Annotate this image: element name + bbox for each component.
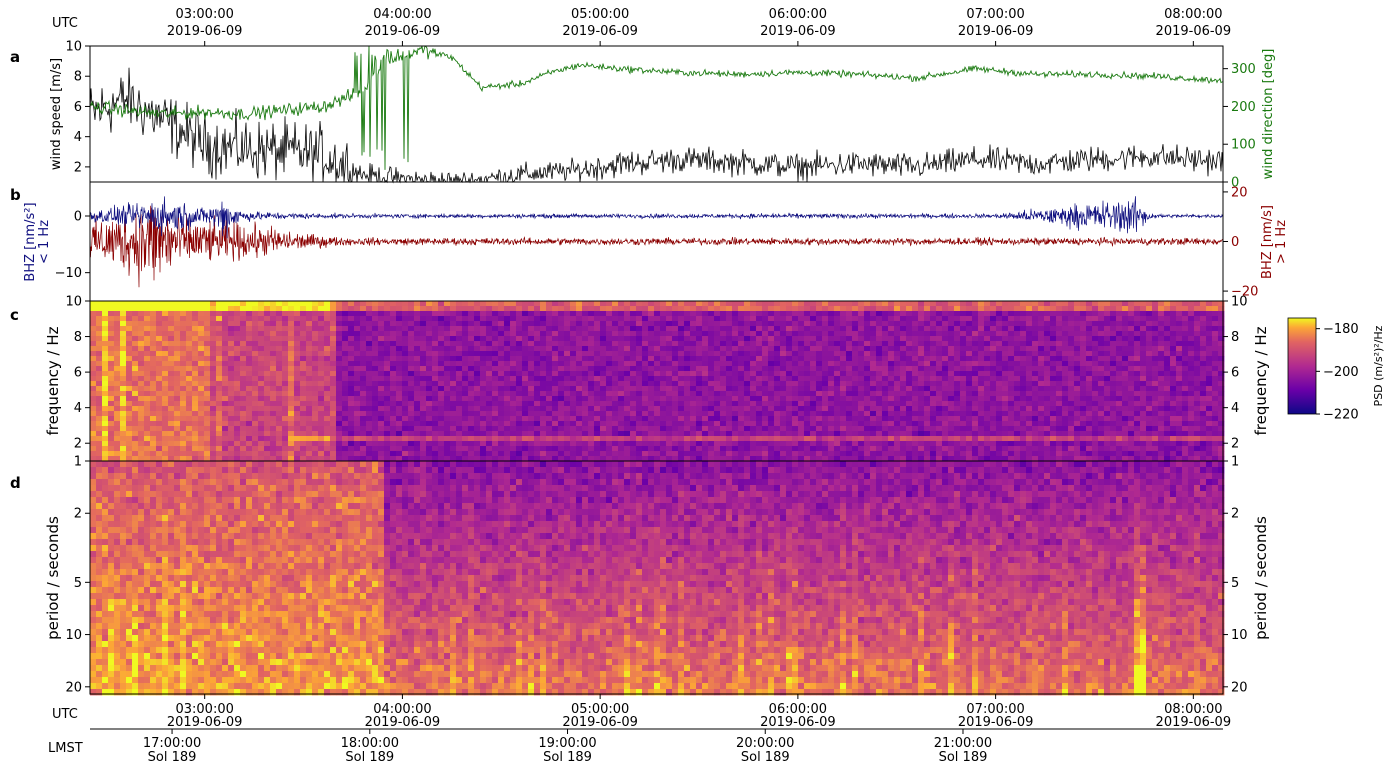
y-tick-label: 8	[74, 330, 82, 345]
lmst-tick-sol: Sol 189	[148, 750, 197, 765]
utc-bottom-ticks: 03:00:002019-06-0904:00:002019-06-0905:0…	[167, 694, 1231, 730]
colorbar-tick-label: −200	[1323, 365, 1359, 380]
y-tick-label: 10	[1231, 628, 1248, 643]
y-tick-label: 0	[74, 210, 82, 225]
utc-top-tick-date: 2019-06-09	[562, 24, 638, 39]
utc-bottom-tick-date: 2019-06-09	[562, 715, 638, 730]
y-tick-label: 8	[1231, 330, 1239, 345]
utc-top-tick-date: 2019-06-09	[365, 24, 441, 39]
y-tick-label: 10	[65, 628, 82, 643]
panel-c-spectrogram: c 2 4 6 8 10 2 4 6 8 10 frequency / Hz frequency…	[10, 295, 1270, 462]
y-tick-label: 6	[74, 366, 82, 381]
y-tick-label: 10	[65, 40, 82, 55]
utc-top-tick-time: 04:00:00	[373, 7, 431, 22]
lmst-tick-time: 18:00:00	[341, 736, 399, 751]
utc-top-tick-time: 05:00:00	[571, 7, 629, 22]
utc-top-tick-date: 2019-06-09	[167, 24, 243, 39]
utc-bottom-tick-date: 2019-06-09	[365, 715, 441, 730]
utc-top-ticks: 03:00:00 2019-06-09 04:00:00 2019-06-09 05:0…	[167, 7, 1231, 46]
y-tick-label: 200	[1231, 100, 1256, 115]
utc-top-tick-time: 08:00:00	[1164, 7, 1222, 22]
utc-top-tick-time: 07:00:00	[966, 7, 1024, 22]
lmst-tick-sol: Sol 189	[345, 750, 394, 765]
panel-letter-a: a	[10, 48, 20, 66]
y-tick-label: 2	[74, 160, 82, 175]
colorbar-tick-label: −180	[1323, 322, 1359, 337]
y-tick-label: 20	[1231, 680, 1248, 695]
y-tick-label: 2	[1231, 437, 1239, 452]
bhz-low-axis-label-1: BHZ [nm/s²]	[23, 202, 38, 281]
lmst-tick-sol: Sol 189	[939, 750, 988, 765]
y-tick-label: 300	[1231, 62, 1256, 77]
frequency-axis-label-left: frequency / Hz	[44, 326, 62, 435]
utc-top-tick-time: 03:00:00	[175, 7, 233, 22]
utc-bottom-tick-date: 2019-06-09	[1156, 715, 1232, 730]
period-axis-label-left: period / seconds	[44, 516, 62, 640]
y-tick-label: 5	[1231, 576, 1239, 591]
y-tick-label: 2	[74, 507, 82, 522]
y-tick-label: 8	[74, 70, 82, 85]
y-tick-label: −10	[55, 266, 82, 281]
utc-top-tick-date: 2019-06-09	[1156, 24, 1232, 39]
y-tick-label: 1	[74, 455, 82, 470]
y-tick-label: 4	[74, 130, 82, 145]
lmst-label: LMST	[48, 741, 83, 756]
lmst-tick-time: 17:00:00	[143, 736, 201, 751]
colorbar-tick-label: −220	[1323, 408, 1359, 423]
y-tick-label: 0	[1231, 235, 1239, 250]
wind-direction-axis-label: wind direction [deg]	[1261, 49, 1276, 180]
y-tick-label: 2	[74, 437, 82, 452]
utc-top-tick-date: 2019-06-09	[760, 24, 836, 39]
y-tick-label: 20	[1231, 185, 1248, 200]
lmst-tick-sol: Sol 189	[741, 750, 790, 765]
panel-letter-c: c	[10, 306, 19, 324]
utc-bottom-label: UTC	[52, 707, 78, 722]
lmst-tick-sol: Sol 189	[543, 750, 592, 765]
y-tick-label: 100	[1231, 138, 1256, 153]
panel-letter-b: b	[10, 186, 21, 204]
utc-top-label: UTC	[52, 16, 78, 31]
lmst-tick-time: 21:00:00	[934, 736, 992, 751]
utc-top-tick-time: 06:00:00	[769, 7, 827, 22]
y-tick-label: 10	[65, 295, 82, 310]
y-tick-label: 6	[74, 100, 82, 115]
y-tick-label: 2	[1231, 507, 1239, 522]
panel-d-period-spectrogram: d 1 2 5 10 20 1 2 5 10 20 period / seconds perio…	[10, 455, 1270, 696]
colorbar-label: PSD (m/s²)²/Hz	[1372, 325, 1385, 406]
panel-letter-d: d	[10, 474, 21, 492]
y-tick-label: 6	[1231, 366, 1239, 381]
bhz-high-axis-label-2: > 1 Hz	[1274, 220, 1289, 264]
y-tick-label: 20	[65, 680, 82, 695]
wind-speed-axis-label: wind speed [m/s]	[49, 58, 64, 170]
period-axis-label-right: period / seconds	[1252, 516, 1270, 640]
frequency-axis-label-right: frequency / Hz	[1252, 326, 1270, 435]
y-tick-label: 10	[1231, 295, 1248, 310]
lmst-tick-time: 20:00:00	[736, 736, 794, 751]
bhz-low-axis-label-2: < 1 Hz	[37, 220, 52, 264]
y-tick-label: 4	[74, 401, 82, 416]
y-tick-label: 5	[74, 576, 82, 591]
bhz-high-axis-label-1: BHZ [nm/s]	[1260, 205, 1275, 279]
y-tick-label: 4	[1231, 401, 1239, 416]
y-tick-label: 1	[1231, 455, 1239, 470]
colorbar: −180 −200 −220 PSD (m/s²)²/Hz	[1288, 318, 1385, 423]
utc-bottom-tick-date: 2019-06-09	[760, 715, 836, 730]
lmst-tick-time: 19:00:00	[538, 736, 596, 751]
utc-top-tick-date: 2019-06-09	[958, 24, 1034, 39]
utc-bottom-tick-date: 2019-06-09	[167, 715, 243, 730]
utc-bottom-tick-date: 2019-06-09	[958, 715, 1034, 730]
